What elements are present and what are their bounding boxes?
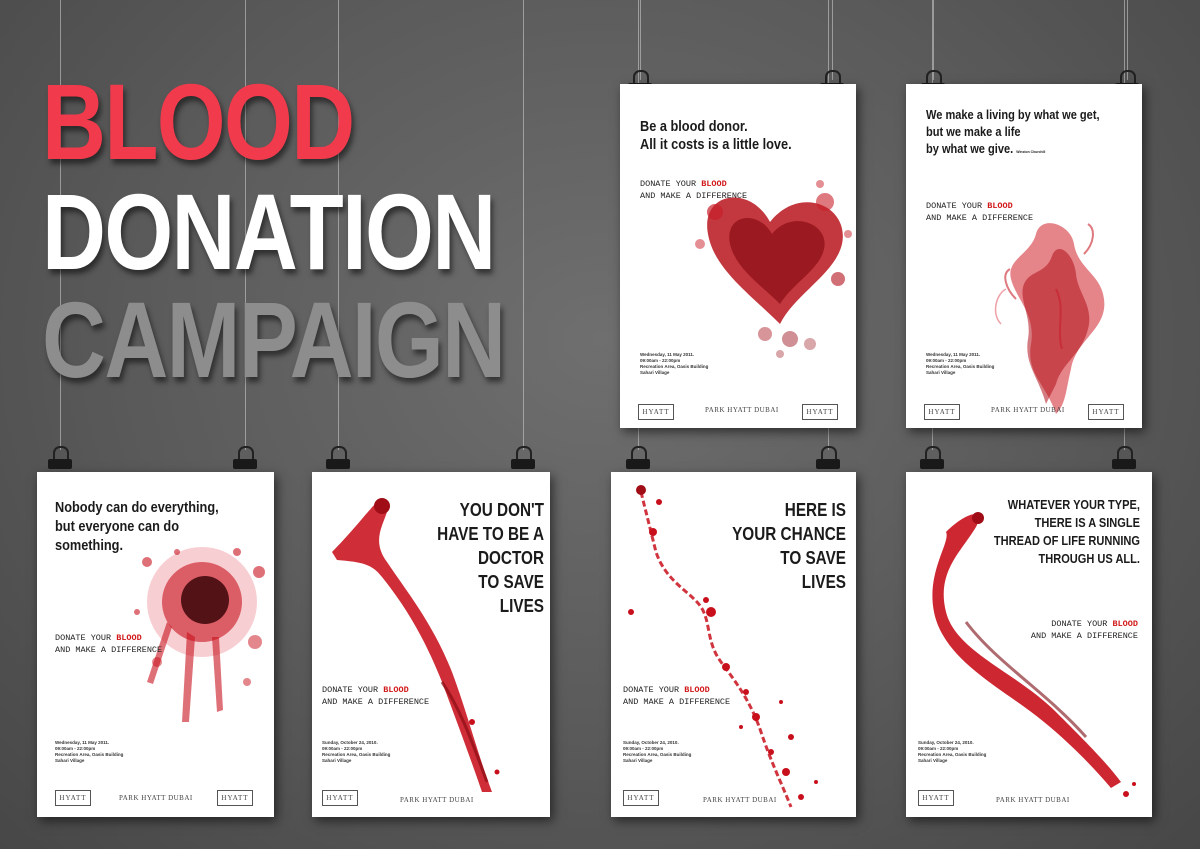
poster-here-is-your-chance: HERE IS YOUR CHANCE TO SAVE LIVES DONATE…: [611, 472, 856, 817]
hyatt-logo-left: HYATT: [623, 790, 659, 806]
event-details: Wednesday, 11 May 2011. 09:00am - 22:00p…: [55, 740, 124, 763]
poster-you-dont-have-to-be-a-doctor: YOU DON'T HAVE TO BE A DOCTOR TO SAVE LI…: [312, 472, 550, 817]
poster-quote: Be a blood donor. All it costs is a litt…: [640, 118, 856, 154]
binder-clip: [816, 446, 840, 472]
quote-line: but everyone can do: [55, 518, 179, 535]
cta-line-2: AND MAKE A DIFFERENCE: [1030, 631, 1138, 641]
hyatt-logo-left: HYATT: [55, 790, 91, 806]
cta-line-2: AND MAKE A DIFFERENCE: [623, 697, 731, 707]
binder-clip: [626, 446, 650, 472]
cta-blood-word: BLOOD: [701, 179, 727, 189]
headline-line-blood: BLOOD: [42, 61, 355, 182]
burst-splatter-art: [134, 547, 265, 722]
cta-line-2: AND MAKE A DIFFERENCE: [322, 697, 430, 707]
drip-trail-art: [628, 485, 818, 808]
quote-line: YOUR CHANCE: [732, 524, 846, 544]
poster-nobody-can-do-everything: Nobody can do everything, but everyone c…: [37, 472, 274, 817]
hyatt-logo-right: HYATT: [802, 404, 838, 420]
quote-line: TO SAVE: [478, 572, 544, 592]
donate-cta: DONATE YOUR BLOOD AND MAKE A DIFFERENCE: [926, 200, 1033, 224]
poster-living-by-what-we-get: We make a living by what we get, but we …: [906, 84, 1142, 428]
quote-line: YOU DON'T: [459, 500, 544, 520]
poster-be-a-blood-donor: Be a blood donor. All it costs is a litt…: [620, 84, 856, 428]
hyatt-logo-left: HYATT: [924, 404, 960, 420]
event-details: Wednesday, 11 May 2011. 09:00am - 22:00p…: [640, 352, 709, 375]
quote-line: DOCTOR: [477, 548, 544, 568]
park-hyatt-dubai-logo: PARK HYATT DUBAI: [119, 794, 193, 802]
donate-cta: DONATE YOUR BLOOD AND MAKE A DIFFERENCE: [640, 178, 747, 202]
hyatt-logo-right: HYATT: [217, 790, 253, 806]
event-details: Sunday, October 24, 2010. 09:00am - 22:0…: [918, 740, 987, 763]
cta-blood-word: BLOOD: [116, 633, 142, 643]
cta-prefix: DONATE YOUR: [322, 685, 384, 695]
event-details: Sunday, October 24, 2010. 09:00am - 22:0…: [623, 740, 692, 763]
poster-quote: We make a living by what we get, but we …: [926, 106, 1142, 160]
binder-clip: [920, 446, 944, 472]
smoke-blood-art: [994, 223, 1105, 414]
park-hyatt-dubai-logo: PARK HYATT DUBAI: [400, 796, 474, 804]
quote-line: THROUGH US ALL.: [1038, 551, 1140, 566]
quote-line: something.: [55, 537, 124, 554]
donate-cta: DONATE YOUR BLOOD AND MAKE A DIFFERENCE: [322, 684, 429, 708]
poster-quote: HERE IS YOUR CHANCE TO SAVE LIVES: [625, 498, 846, 594]
quote-line: HERE IS: [784, 500, 846, 520]
park-hyatt-dubai-logo: PARK HYATT DUBAI: [991, 406, 1065, 414]
quote-line: LIVES: [499, 596, 544, 616]
binder-clip: [48, 446, 72, 472]
cta-prefix: DONATE YOUR: [1051, 619, 1113, 629]
binder-clip: [233, 446, 257, 472]
donate-cta: DONATE YOUR BLOOD AND MAKE A DIFFERENCE: [1031, 618, 1138, 642]
cta-line-2: AND MAKE A DIFFERENCE: [926, 213, 1034, 223]
ribbon-thread-art: [932, 512, 1136, 797]
park-hyatt-dubai-logo: PARK HYATT DUBAI: [703, 796, 777, 804]
quote-line: HAVE TO BE A: [437, 524, 544, 544]
headline-line-campaign: CAMPAIGN: [42, 279, 506, 400]
donate-cta: DONATE YOUR BLOOD AND MAKE A DIFFERENCE: [623, 684, 730, 708]
quote-line: TO SAVE: [780, 548, 846, 568]
heart-splatter-art: [695, 180, 852, 358]
quote-line: Nobody can do everything,: [55, 499, 219, 516]
cta-prefix: DONATE YOUR: [623, 685, 685, 695]
event-details: Wednesday, 11 May 2011. 09:00am - 22:00p…: [926, 352, 995, 375]
donate-cta: DONATE YOUR BLOOD AND MAKE A DIFFERENCE: [55, 632, 162, 656]
headline-line-donation: DONATION: [42, 171, 496, 292]
quote-line: THERE IS A SINGLE: [1034, 515, 1140, 530]
poster-whatever-your-type: WHATEVER YOUR TYPE, THERE IS A SINGLE TH…: [906, 472, 1152, 817]
quote-attribution: Winston Churchill: [1016, 149, 1046, 154]
cta-blood-word: BLOOD: [684, 685, 710, 695]
poster-quote: Nobody can do everything, but everyone c…: [55, 498, 274, 555]
cta-line-2: AND MAKE A DIFFERENCE: [55, 645, 163, 655]
binder-clip: [1112, 446, 1136, 472]
cta-blood-word: BLOOD: [1112, 619, 1138, 629]
park-hyatt-dubai-logo: PARK HYATT DUBAI: [705, 406, 779, 414]
poster-quote: YOU DON'T HAVE TO BE A DOCTOR TO SAVE LI…: [323, 498, 544, 618]
event-details: Sunday, October 24, 2010. 09:00am - 22:0…: [322, 740, 391, 763]
cta-blood-word: BLOOD: [383, 685, 409, 695]
hyatt-logo-left: HYATT: [918, 790, 954, 806]
park-hyatt-dubai-logo: PARK HYATT DUBAI: [996, 796, 1070, 804]
cta-line-2: AND MAKE A DIFFERENCE: [640, 191, 748, 201]
quote-line: Be a blood donor.: [640, 118, 748, 135]
cta-prefix: DONATE YOUR: [640, 179, 702, 189]
splash-stream-art: [332, 498, 500, 792]
hyatt-logo-right: HYATT: [1088, 404, 1124, 420]
hyatt-logo-left: HYATT: [322, 790, 358, 806]
quote-line: by what we give.: [926, 141, 1014, 156]
hyatt-logo-left: HYATT: [638, 404, 674, 420]
quote-line: but we make a life: [926, 124, 1021, 139]
quote-line: All it costs is a little love.: [640, 136, 792, 153]
cta-blood-word: BLOOD: [987, 201, 1013, 211]
binder-clip: [511, 446, 535, 472]
quote-line: LIVES: [801, 572, 846, 592]
binder-clip: [326, 446, 350, 472]
quote-line: WHATEVER YOUR TYPE,: [1007, 497, 1140, 512]
quote-line: We make a living by what we get,: [926, 107, 1100, 122]
cta-prefix: DONATE YOUR: [926, 201, 988, 211]
cta-prefix: DONATE YOUR: [55, 633, 117, 643]
poster-quote: WHATEVER YOUR TYPE, THERE IS A SINGLE TH…: [906, 496, 1140, 568]
quote-line: THREAD OF LIFE RUNNING: [993, 533, 1140, 548]
